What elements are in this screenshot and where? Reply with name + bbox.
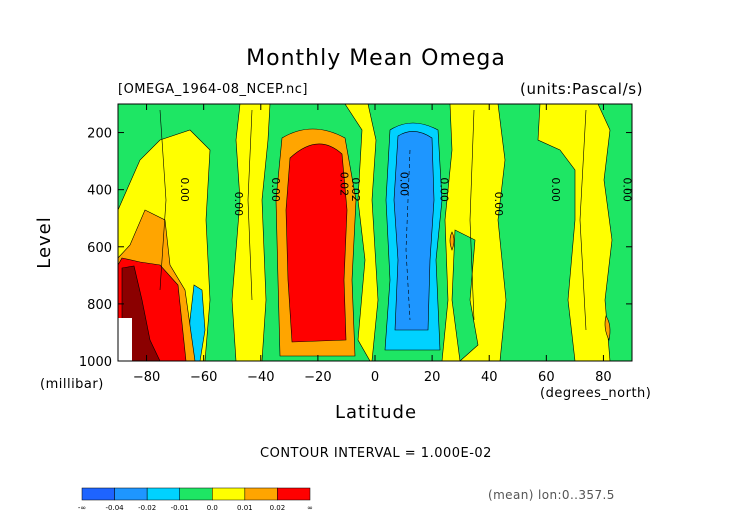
colorbar-swatch: [179, 487, 213, 501]
colorbar-swatch: [277, 487, 311, 501]
colorbar-label: 0.0: [207, 504, 218, 512]
x-tick-label: −80: [133, 370, 160, 385]
x-tick-label: 0: [371, 370, 379, 385]
colorbar-label: -0.01: [171, 504, 189, 512]
contour-line: [469, 109, 475, 321]
contour-label: 0.02: [349, 177, 362, 202]
y-tick-label: 200: [87, 127, 112, 142]
contour-label: 0.00: [438, 177, 451, 202]
green-region: [118, 104, 241, 361]
y-tick-label: 1000: [79, 355, 112, 370]
colorbar-swatch: [212, 487, 246, 501]
x-tick-label: 80: [595, 370, 612, 385]
colorbar-label: -0.04: [106, 504, 125, 512]
contour-field: [118, 104, 632, 361]
colorbar-swatch: [81, 487, 115, 501]
x-axis-units: (degrees_north): [540, 386, 652, 401]
colorbar-label: 0.02: [270, 504, 286, 512]
colorbar-label: ∞: [307, 504, 313, 512]
chart-title: Monthly Mean Omega: [246, 46, 506, 71]
contour-line: [159, 109, 167, 291]
blue-region: [393, 131, 435, 331]
colorbar-label: -0.02: [138, 504, 156, 512]
orange-region: [604, 315, 611, 341]
dashed-contours: [405, 149, 411, 321]
contour-label: 0.00: [492, 192, 505, 217]
units-label: (units:Pascal/s): [520, 80, 644, 98]
contour-line: [579, 109, 587, 331]
y-tick-label: 400: [87, 184, 112, 199]
red-region: [285, 143, 348, 343]
x-axis: −80 −60 −40 −20 0 20 40 60 80: [133, 104, 612, 385]
colorbar-swatch: [114, 487, 148, 501]
contour-label: 0.00: [178, 177, 191, 202]
contour-label: 0.00: [232, 192, 245, 217]
contour-line: [247, 109, 253, 301]
file-label: [OMEGA_1964-08_NCEP.nc]: [118, 82, 308, 97]
colorbar-label: 0.01: [237, 504, 253, 512]
x-tick-label: 40: [481, 370, 498, 385]
y-tick-label: 800: [87, 298, 112, 313]
x-tick-label: 20: [424, 370, 441, 385]
contour-label: 0.00: [398, 172, 411, 197]
mean-label: (mean) lon:0..357.5: [488, 488, 615, 502]
x-tick-label: −60: [190, 370, 217, 385]
x-tick-label: −40: [247, 370, 274, 385]
contour-interval-label: CONTOUR INTERVAL = 1.000E-02: [260, 446, 492, 461]
x-tick-label: −20: [304, 370, 331, 385]
contour-lines: [159, 109, 587, 331]
y-axis-units: (millibar): [40, 377, 104, 392]
contour-label: 0.00: [549, 177, 562, 202]
green-region: [497, 104, 576, 361]
colorbar-swatch: [146, 487, 180, 501]
contour-label: 0.02: [338, 172, 351, 197]
colorbar-label: -∞: [78, 504, 86, 512]
contour-label: 0.00: [269, 177, 282, 202]
colorbar-swatch: [244, 487, 278, 501]
x-tick-label: 60: [538, 370, 555, 385]
y-axis: 200 400 600 800 1000: [79, 127, 632, 370]
y-tick-label: 600: [87, 241, 112, 256]
orange-region: [449, 231, 455, 251]
green-region: [597, 104, 632, 361]
contour-line: [405, 149, 411, 321]
colorbar: -∞ -0.04 -0.02 -0.01 0.0 0.01 0.02 ∞: [78, 487, 313, 512]
missing-data-region: [118, 318, 132, 361]
x-axis-label: Latitude: [334, 402, 418, 423]
contour-labels: 0.000.000.00 0.020.02 0.00 0.000.000.00 0.00: [178, 172, 634, 216]
